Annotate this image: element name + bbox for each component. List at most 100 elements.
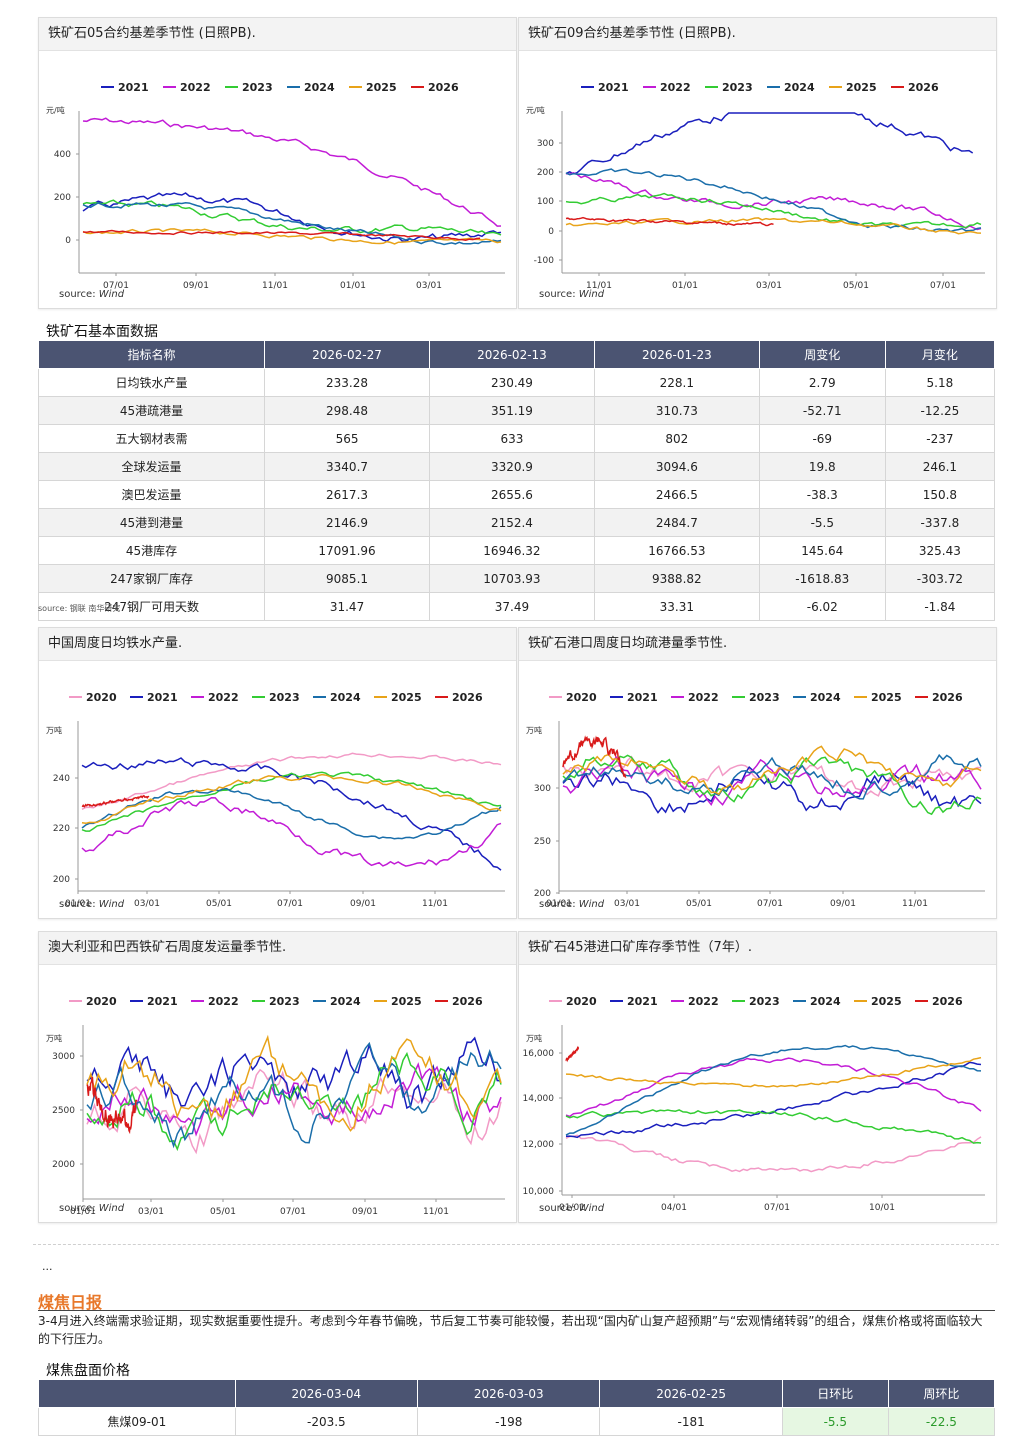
table-header-cell: 指标名称: [37, 340, 266, 369]
legend-label: 2022: [180, 81, 211, 94]
series-line-2024: [86, 1041, 502, 1149]
x-tick-label: 09/01: [183, 281, 209, 291]
x-tick-label: 07/01: [103, 281, 129, 291]
x-tick-label: 07/01: [764, 1203, 790, 1213]
x-tick-label: 11/01: [262, 281, 288, 291]
series-line-2023: [82, 199, 502, 236]
series-line-2021: [565, 112, 974, 175]
x-tick-label: 01/01: [70, 1207, 96, 1217]
fundamentals-source: source: 钢联 南华研究: [38, 604, 121, 613]
legend-label: 2025: [846, 81, 877, 94]
chart-series: [565, 1044, 982, 1173]
x-tick-label: 05/01: [686, 899, 712, 909]
chart-series: [81, 752, 502, 871]
table-cell: 37.49: [428, 592, 595, 621]
table-cell: 2152.4: [428, 508, 595, 537]
table-cell: 焦煤09-01: [38, 1407, 236, 1436]
y-tick-label: 12,000: [523, 1140, 555, 1150]
table-row: 全球发运量 3340.7 3320.9 3094.6 19.8 246.1: [37, 452, 996, 481]
table-cell: 3094.6: [593, 452, 760, 481]
y-tick-label: 250: [534, 837, 551, 847]
series-line-2022: [565, 1057, 982, 1118]
series-line-2024: [562, 753, 982, 800]
legend-label: 2025: [391, 995, 422, 1008]
series-line-2025: [81, 773, 502, 825]
table-header-cell: 2026-03-04: [234, 1379, 419, 1408]
legend-label: 2024: [330, 691, 361, 704]
legend-label: 2025: [871, 691, 902, 704]
series-line-2021: [562, 765, 982, 814]
chart-legend: 2021 2022 2023 2024 2025 2026: [101, 81, 459, 94]
legend-label: 2023: [749, 691, 780, 704]
fundamentals-title: 铁矿石基本面数据: [46, 324, 158, 340]
y-tick-label: 14,000: [523, 1094, 555, 1104]
table-cell: 16766.53: [593, 536, 760, 565]
x-tick-label: 05/01: [210, 1207, 236, 1217]
chart-source: source: Wind: [539, 899, 605, 910]
x-tick-label: 03/01: [138, 1207, 164, 1217]
section-divider: [33, 1244, 999, 1245]
series-line-2023: [565, 192, 982, 229]
series-line-2023: [81, 771, 502, 832]
x-tick-label: 07/01: [930, 281, 956, 291]
chart-panel-port-inventory: 铁矿石45港进口矿库存季节性（7年）. 2020 2021 2022 2023 2024…: [518, 931, 997, 1223]
chart-title: 铁矿石05合约基差季节性 (日照PB).: [39, 18, 516, 51]
table-cell: 3340.7: [264, 452, 430, 481]
table-row: 45港库存 17091.96 16946.32 16766.53 145.64 325.4…: [37, 536, 996, 565]
x-tick-label: 07/01: [277, 899, 303, 909]
chart-series: [86, 1034, 502, 1155]
legend-label: 2023: [242, 81, 273, 94]
table-cell: -69: [758, 424, 886, 453]
table-cell: -1618.83: [758, 564, 886, 593]
legend-label: 2021: [147, 691, 178, 704]
table-row: 日均铁水产量 233.28 230.49 228.1 2.79 5.18: [37, 368, 996, 397]
table-cell: 日均铁水产量: [37, 368, 266, 397]
legend-label: 2026: [908, 81, 939, 94]
coke-table-title: 煤焦盘面价格: [46, 1363, 130, 1379]
legend-label: 2024: [810, 995, 841, 1008]
series-line-2025: [82, 228, 502, 245]
table-cell: 2655.6: [428, 480, 595, 509]
table-header-cell: 2026-02-25: [599, 1379, 783, 1408]
x-tick-label: 09/01: [830, 899, 856, 909]
y-tick-label: 100: [537, 197, 554, 207]
series-line-2022: [82, 117, 502, 227]
series-line-2021: [82, 192, 502, 243]
fundamentals-table: 指标名称 2026-02-27 2026-02-13 2026-01-23 周变化 月变化…: [37, 340, 996, 621]
table-cell: 19.8: [758, 452, 886, 481]
y-tick-label: 300: [537, 139, 554, 149]
series-line-2023: [562, 754, 982, 816]
table-cell: 45港到港量: [37, 508, 266, 537]
series-line-2026: [562, 735, 627, 778]
legend-label: 2024: [330, 995, 361, 1008]
chart-source: source: Wind: [59, 899, 125, 910]
unit-label: 元/吨: [526, 105, 545, 115]
table-cell: -303.72: [884, 564, 996, 593]
y-tick-label: 3000: [52, 1052, 75, 1062]
series-line-2022: [86, 1062, 502, 1137]
table-header-cell: 周变化: [758, 340, 886, 369]
series-line-2023: [86, 1051, 502, 1152]
table-cell: 澳巴发运量: [37, 480, 266, 509]
table-cell: 16946.32: [428, 536, 595, 565]
legend-label: 2022: [688, 995, 719, 1008]
series-line-2026: [81, 794, 150, 808]
chart-axes: 300 200 100 0 -100 11/01 01/01 03/01 05/01 07/01: [534, 111, 985, 291]
table-cell: 247钢厂可用天数: [37, 592, 266, 621]
table-cell: -38.3: [758, 480, 886, 509]
legend-label: 2020: [566, 691, 597, 704]
x-tick-label: 01/01: [65, 899, 91, 909]
coke-price-table: 2026-03-04 2026-03-03 2026-02-25 日环比 周环比 焦煤0…: [38, 1379, 996, 1436]
legend-label: 2022: [688, 691, 719, 704]
unit-label: 万吨: [46, 725, 62, 735]
table-cell: -198: [417, 1407, 601, 1436]
table-cell: 2484.7: [593, 508, 760, 537]
x-tick-label: 01/01: [546, 899, 572, 909]
series-line-2025: [565, 1056, 982, 1088]
legend-label: 2023: [749, 995, 780, 1008]
y-tick-label: -100: [534, 256, 555, 266]
chart-panel-hot-metal: 中国周度日均铁水产量. 2020 2021 2022 2023 2024 2025 2026…: [38, 627, 517, 919]
legend-label: 2024: [304, 81, 335, 94]
chart-legend: 2020 2021 2022 2023 2024 2025 2026: [549, 691, 963, 704]
x-tick-label: 03/01: [756, 281, 782, 291]
